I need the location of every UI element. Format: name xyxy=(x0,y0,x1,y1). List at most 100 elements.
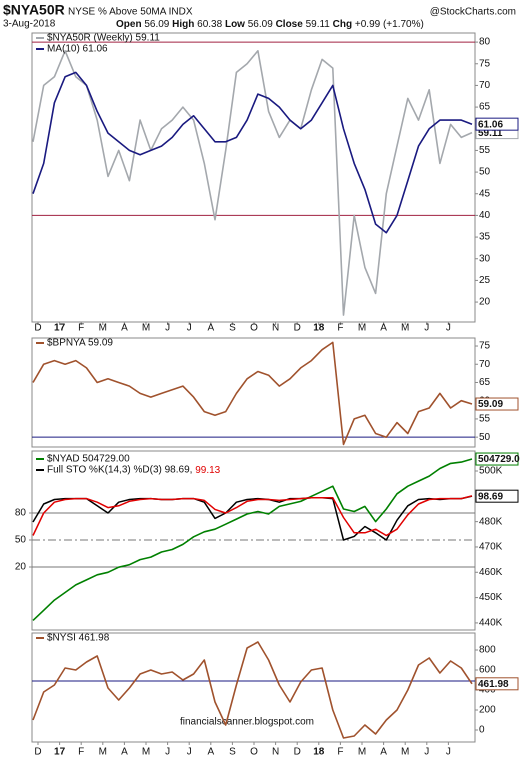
x-tick-label: J xyxy=(424,323,429,334)
x-tick-label: F xyxy=(337,747,343,758)
y-tick-label: 30 xyxy=(479,253,491,264)
y-tick-label: 25 xyxy=(479,275,491,286)
x-tick-label: A xyxy=(380,323,387,334)
x-tick-label: J xyxy=(165,323,170,334)
y-tick-label: 70 xyxy=(479,80,491,91)
y-tick-label: 35 xyxy=(479,232,491,243)
y2-tick-label: 20 xyxy=(15,562,27,573)
y-tick-label: 460K xyxy=(479,567,503,578)
series-line xyxy=(32,71,473,234)
x-tick-label: 17 xyxy=(54,747,66,758)
source: @StockCharts.com xyxy=(430,7,516,18)
date: 3-Aug-2018 xyxy=(3,19,56,30)
x-tick-label: J xyxy=(187,747,192,758)
end-label: 59.11 xyxy=(478,128,503,139)
x-tick-label: J xyxy=(187,323,192,334)
x-tick-label: D xyxy=(294,747,301,758)
x-tick-label: J xyxy=(165,747,170,758)
y-tick-label: 75 xyxy=(479,341,491,352)
y-tick-label: 470K xyxy=(479,542,503,553)
y-tick-label: 50 xyxy=(479,432,491,443)
quote-value: 56.09 xyxy=(248,19,273,30)
end-label-box xyxy=(475,677,519,691)
x-tick-label: M xyxy=(142,747,150,758)
symbol: $NYA50R xyxy=(3,2,65,18)
x-tick-label: S xyxy=(229,747,236,758)
x-tick-label: F xyxy=(337,323,343,334)
y-tick-label: 65 xyxy=(479,377,491,388)
x-tick-label: D xyxy=(294,323,301,334)
y-tick-label: 500K xyxy=(479,466,503,477)
x-tick-label: A xyxy=(121,747,128,758)
series-line xyxy=(32,495,473,541)
end-label-box xyxy=(475,397,519,411)
y-tick-label: 55 xyxy=(479,145,491,156)
y-tick-label: 200 xyxy=(479,705,496,716)
y-tick-label: 50 xyxy=(479,167,491,178)
x-tick-label: O xyxy=(250,747,258,758)
x-tick-label: A xyxy=(121,323,128,334)
x-tick-label: O xyxy=(250,323,258,334)
y-tick-label: 80 xyxy=(479,37,491,48)
legend-label: MA(10) 61.06 xyxy=(47,44,108,55)
y-tick-label: 65 xyxy=(479,102,491,113)
series-line xyxy=(32,495,473,537)
legend-label: Full STO %K(14,3) %D(3) 98.69, 99.13 xyxy=(47,465,221,476)
x-tick-label: 18 xyxy=(313,323,325,334)
y-tick-label: 480K xyxy=(479,516,503,527)
x-tick-label: M xyxy=(142,323,150,334)
y-tick-label: 75 xyxy=(479,58,491,69)
quote-label: High xyxy=(172,19,194,30)
legend-label: $BPNYA 59.09 xyxy=(47,338,113,349)
legend-label: $NYA50R (Weekly) 59.11 xyxy=(47,33,160,44)
quote-value: 59.11 xyxy=(306,19,331,30)
x-tick-label: M xyxy=(401,747,409,758)
panel-frame xyxy=(31,337,476,448)
x-tick-label: M xyxy=(358,323,366,334)
series-line xyxy=(32,341,473,446)
y-tick-label: 800 xyxy=(479,645,496,656)
quote-label: Close xyxy=(276,19,304,30)
legend-label: 99.13 xyxy=(195,465,220,476)
x-tick-label: M xyxy=(99,323,107,334)
y-tick-label: 70 xyxy=(479,359,491,370)
end-label-box xyxy=(475,489,519,503)
end-label: 461.98 xyxy=(478,679,509,690)
y2-tick-label: 50 xyxy=(15,535,27,546)
y-tick-label: 20 xyxy=(479,297,491,308)
end-label-box xyxy=(475,452,519,466)
y2-tick-label: 80 xyxy=(15,508,27,519)
end-label: 61.06 xyxy=(478,119,503,130)
series-line xyxy=(32,50,473,316)
series-line xyxy=(32,641,473,739)
x-tick-label: D xyxy=(34,323,41,334)
quote: Open 56.09 High 60.38 Low 56.09 Close 59… xyxy=(116,19,424,30)
y-tick-label: 0 xyxy=(479,725,485,736)
quote-value: +0.99 (+1.70%) xyxy=(355,19,424,30)
x-tick-label: S xyxy=(229,323,236,334)
y-tick-label: 55 xyxy=(479,414,491,425)
y-tick-label: 450K xyxy=(479,592,503,603)
x-tick-label: M xyxy=(99,747,107,758)
end-label: 98.69 xyxy=(478,491,503,502)
legend-label: $NYSI 461.98 xyxy=(47,633,110,644)
x-tick-label: J xyxy=(424,747,429,758)
x-tick-label: J xyxy=(446,747,451,758)
x-tick-label: A xyxy=(207,323,214,334)
y-tick-label: 440K xyxy=(479,618,503,629)
end-label: 504729.0 xyxy=(478,454,520,465)
x-tick-label: M xyxy=(401,323,409,334)
x-tick-label: 18 xyxy=(313,747,325,758)
description: NYSE % Above 50MA INDX xyxy=(68,7,193,18)
x-tick-label: 17 xyxy=(54,323,66,334)
x-tick-label: D xyxy=(34,747,41,758)
quote-value: 60.38 xyxy=(197,19,222,30)
end-label: 59.09 xyxy=(478,399,503,410)
x-tick-label: A xyxy=(380,747,387,758)
quote-label: Open xyxy=(116,19,142,30)
x-tick-label: J xyxy=(446,323,451,334)
y-tick-label: 45 xyxy=(479,188,491,199)
quote-value: 56.09 xyxy=(144,19,169,30)
